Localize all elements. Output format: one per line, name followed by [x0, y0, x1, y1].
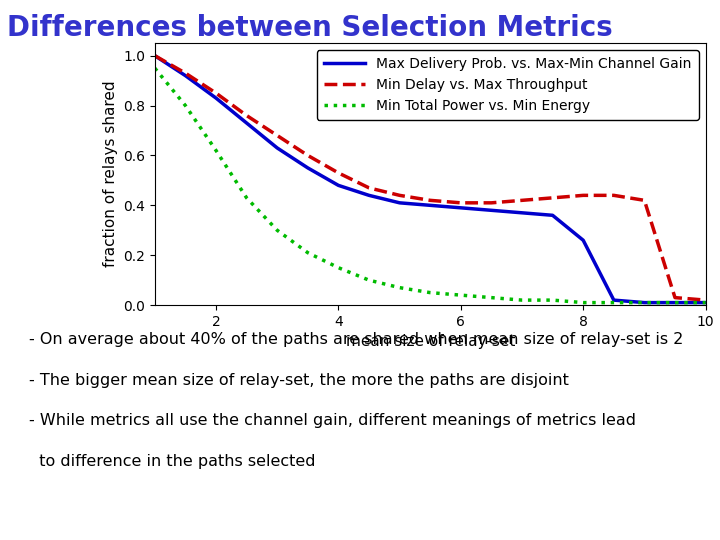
Min Delay vs. Max Throughput	[303, 152, 312, 159]
Text: to difference in the paths selected: to difference in the paths selected	[29, 454, 315, 469]
Max Delivery Prob. vs. Max-Min Channel Gain	[395, 200, 404, 206]
Max Delivery Prob. vs. Max-Min Channel Gain	[701, 299, 710, 306]
Min Delay vs. Max Throughput	[395, 192, 404, 199]
Min Delay vs. Max Throughput	[456, 200, 465, 206]
Min Total Power vs. Min Energy	[303, 249, 312, 256]
Min Total Power vs. Min Energy	[579, 299, 588, 306]
Max Delivery Prob. vs. Max-Min Channel Gain	[181, 72, 190, 79]
Min Delay vs. Max Throughput	[579, 192, 588, 199]
Min Total Power vs. Min Energy	[395, 285, 404, 291]
Min Delay vs. Max Throughput	[181, 70, 190, 76]
Max Delivery Prob. vs. Max-Min Channel Gain	[150, 52, 159, 59]
Text: - While metrics all use the channel gain, different meanings of metrics lead: - While metrics all use the channel gain…	[29, 413, 636, 428]
Min Delay vs. Max Throughput	[640, 197, 649, 204]
Min Total Power vs. Min Energy	[334, 265, 343, 271]
Max Delivery Prob. vs. Max-Min Channel Gain	[426, 202, 434, 208]
Min Delay vs. Max Throughput	[548, 194, 557, 201]
Min Delay vs. Max Throughput	[365, 185, 374, 191]
Max Delivery Prob. vs. Max-Min Channel Gain	[579, 237, 588, 244]
Max Delivery Prob. vs. Max-Min Channel Gain	[273, 145, 282, 151]
Max Delivery Prob. vs. Max-Min Channel Gain	[334, 182, 343, 188]
Max Delivery Prob. vs. Max-Min Channel Gain	[242, 120, 251, 126]
Min Total Power vs. Min Energy	[181, 102, 190, 109]
Min Total Power vs. Min Energy	[487, 294, 495, 301]
Min Delay vs. Max Throughput	[670, 294, 679, 301]
Min Delay vs. Max Throughput	[212, 90, 220, 96]
Max Delivery Prob. vs. Max-Min Channel Gain	[303, 165, 312, 171]
Line: Max Delivery Prob. vs. Max-Min Channel Gain: Max Delivery Prob. vs. Max-Min Channel G…	[155, 56, 706, 302]
Text: Differences between Selection Metrics: Differences between Selection Metrics	[7, 14, 613, 42]
Min Delay vs. Max Throughput	[487, 200, 495, 206]
Max Delivery Prob. vs. Max-Min Channel Gain	[609, 297, 618, 303]
Max Delivery Prob. vs. Max-Min Channel Gain	[548, 212, 557, 219]
Y-axis label: fraction of relays shared: fraction of relays shared	[102, 81, 117, 267]
Max Delivery Prob. vs. Max-Min Channel Gain	[518, 210, 526, 216]
Max Delivery Prob. vs. Max-Min Channel Gain	[640, 299, 649, 306]
Text: - The bigger mean size of relay-set, the more the paths are disjoint: - The bigger mean size of relay-set, the…	[29, 373, 569, 388]
Max Delivery Prob. vs. Max-Min Channel Gain	[456, 205, 465, 211]
Min Total Power vs. Min Energy	[212, 147, 220, 154]
Max Delivery Prob. vs. Max-Min Channel Gain	[365, 192, 374, 199]
Line: Min Total Power vs. Min Energy: Min Total Power vs. Min Energy	[155, 68, 706, 302]
Min Delay vs. Max Throughput	[150, 52, 159, 59]
Min Delay vs. Max Throughput	[701, 297, 710, 303]
Min Total Power vs. Min Energy	[150, 65, 159, 71]
Min Total Power vs. Min Energy	[456, 292, 465, 299]
Legend: Max Delivery Prob. vs. Max-Min Channel Gain, Min Delay vs. Max Throughput, Min T: Max Delivery Prob. vs. Max-Min Channel G…	[317, 50, 698, 120]
Min Total Power vs. Min Energy	[640, 299, 649, 306]
Min Total Power vs. Min Energy	[548, 297, 557, 303]
Min Total Power vs. Min Energy	[426, 289, 434, 296]
Min Total Power vs. Min Energy	[670, 299, 679, 306]
Min Delay vs. Max Throughput	[426, 197, 434, 204]
X-axis label: mean size of relay-set: mean size of relay-set	[346, 334, 515, 349]
Min Total Power vs. Min Energy	[518, 297, 526, 303]
Min Delay vs. Max Throughput	[273, 132, 282, 139]
Min Total Power vs. Min Energy	[273, 227, 282, 233]
Line: Min Delay vs. Max Throughput: Min Delay vs. Max Throughput	[155, 56, 706, 300]
Min Delay vs. Max Throughput	[518, 197, 526, 204]
Min Total Power vs. Min Energy	[701, 299, 710, 306]
Max Delivery Prob. vs. Max-Min Channel Gain	[670, 299, 679, 306]
Max Delivery Prob. vs. Max-Min Channel Gain	[212, 95, 220, 102]
Min Total Power vs. Min Energy	[365, 277, 374, 284]
Text: - On average about 40% of the paths are shared when mean size of relay-set is 2: - On average about 40% of the paths are …	[29, 332, 683, 347]
Min Delay vs. Max Throughput	[609, 192, 618, 199]
Min Total Power vs. Min Energy	[242, 194, 251, 201]
Min Delay vs. Max Throughput	[334, 170, 343, 176]
Min Delay vs. Max Throughput	[242, 112, 251, 119]
Max Delivery Prob. vs. Max-Min Channel Gain	[487, 207, 495, 213]
Min Total Power vs. Min Energy	[609, 299, 618, 306]
